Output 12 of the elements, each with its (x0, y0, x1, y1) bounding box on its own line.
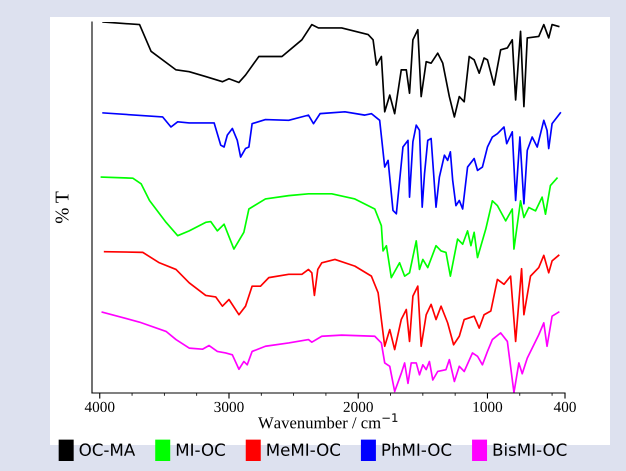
legend-label: MI-OC (176, 443, 225, 456)
x-tick-label: 3000 (214, 402, 244, 412)
legend-label: MeMI-OC (267, 443, 340, 456)
legend-label: OC-MA (80, 443, 136, 456)
x-tick-label: 2000 (344, 402, 373, 412)
x-tick-label: 1000 (474, 402, 502, 412)
legend-label: BisMI-OC (494, 443, 566, 456)
legend-label: PhMI-OC (382, 443, 452, 456)
x-axis-title: Wavenumber / cm$^{−1}$ (258, 413, 398, 428)
x-tick-label: 4000 (84, 402, 114, 412)
x-tick-label: 400 (554, 402, 576, 412)
y-axis-title: % T (55, 192, 69, 224)
